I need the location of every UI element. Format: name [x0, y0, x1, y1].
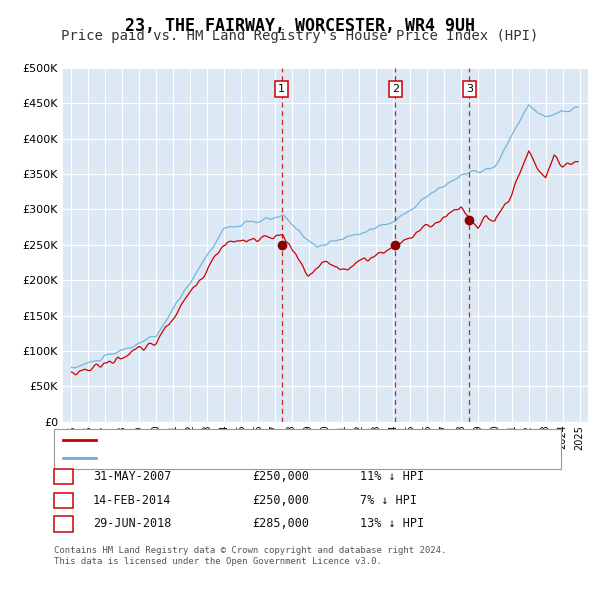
- Text: 29-JUN-2018: 29-JUN-2018: [93, 517, 172, 530]
- Text: 7% ↓ HPI: 7% ↓ HPI: [360, 494, 417, 507]
- Text: HPI: Average price, detached house, Worcester: HPI: Average price, detached house, Worc…: [102, 453, 395, 463]
- Text: 23, THE FAIRWAY, WORCESTER, WR4 9UH (detached house): 23, THE FAIRWAY, WORCESTER, WR4 9UH (det…: [102, 435, 440, 445]
- Text: 14-FEB-2014: 14-FEB-2014: [93, 494, 172, 507]
- Text: 2: 2: [60, 494, 67, 507]
- Text: 1: 1: [60, 470, 67, 483]
- Text: 31-MAY-2007: 31-MAY-2007: [93, 470, 172, 483]
- Text: 3: 3: [60, 517, 67, 530]
- Text: Price paid vs. HM Land Registry's House Price Index (HPI): Price paid vs. HM Land Registry's House …: [61, 29, 539, 43]
- Text: £250,000: £250,000: [252, 494, 309, 507]
- Text: £250,000: £250,000: [252, 470, 309, 483]
- Text: Contains HM Land Registry data © Crown copyright and database right 2024.: Contains HM Land Registry data © Crown c…: [54, 546, 446, 555]
- Text: 11% ↓ HPI: 11% ↓ HPI: [360, 470, 424, 483]
- Text: This data is licensed under the Open Government Licence v3.0.: This data is licensed under the Open Gov…: [54, 557, 382, 566]
- Text: £285,000: £285,000: [252, 517, 309, 530]
- Text: 13% ↓ HPI: 13% ↓ HPI: [360, 517, 424, 530]
- Text: 3: 3: [466, 84, 473, 94]
- Text: 1: 1: [278, 84, 285, 94]
- Text: 23, THE FAIRWAY, WORCESTER, WR4 9UH: 23, THE FAIRWAY, WORCESTER, WR4 9UH: [125, 17, 475, 35]
- Text: 2: 2: [392, 84, 399, 94]
